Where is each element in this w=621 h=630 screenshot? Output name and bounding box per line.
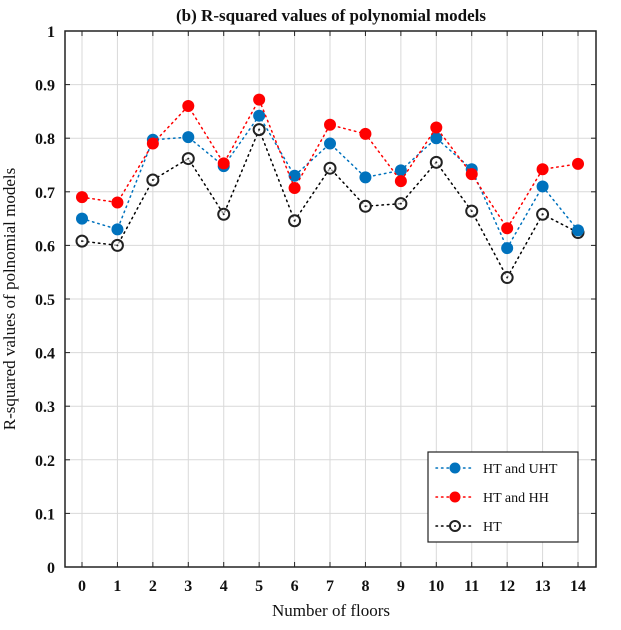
data-point-center: [222, 213, 225, 216]
y-tick-label: 0.8: [35, 131, 55, 148]
data-point: [76, 191, 88, 204]
legend-entry: HT and HH: [435, 491, 549, 506]
data-point-center: [435, 161, 438, 164]
y-tick-label: 0.7: [35, 185, 55, 202]
series-ht-and-hh: [76, 93, 585, 235]
data-point-center: [258, 128, 261, 131]
y-tick-label: 0.3: [35, 399, 55, 416]
data-point-center: [151, 179, 154, 182]
data-point: [111, 196, 124, 209]
data-point: [253, 93, 266, 106]
x-tick-label: 7: [326, 578, 334, 595]
x-tick-label: 12: [499, 578, 515, 595]
data-point: [324, 118, 337, 131]
chart-title: (b) R-squared values of polynomial model…: [176, 6, 486, 25]
x-axis: 0 1 2 3 4 5 6 7 8 9 10 11 12 13 14: [78, 31, 586, 595]
legend-label: HT: [483, 520, 502, 535]
y-tick-label: 0.1: [35, 506, 55, 523]
x-tick-label: 1: [113, 578, 121, 595]
y-tick-label: 0.2: [35, 453, 55, 470]
data-point-center: [364, 205, 367, 208]
data-point: [288, 182, 301, 195]
x-tick-label: 8: [361, 578, 369, 595]
x-tick-label: 10: [428, 578, 444, 595]
data-point: [394, 164, 407, 177]
data-point: [217, 157, 230, 170]
series-group: [75, 93, 585, 285]
x-tick-label: 13: [535, 578, 551, 595]
data-point-center: [293, 219, 296, 222]
data-point: [430, 132, 443, 145]
data-point-center: [399, 202, 402, 205]
y-tick-label: 0.5: [35, 292, 55, 309]
data-point: [288, 169, 301, 182]
data-point: [182, 131, 195, 144]
x-tick-label: 14: [570, 578, 586, 595]
series-line: [81, 114, 579, 250]
legend-marker-center: [454, 525, 456, 527]
data-point-center: [116, 244, 119, 247]
legend: HT and UHT HT and HH HT: [427, 451, 579, 543]
x-tick-label: 6: [291, 578, 299, 595]
legend-label: HT and HH: [483, 491, 549, 506]
data-point: [146, 137, 159, 150]
y-axis: 0 0.1 0.2 0.3 0.4 0.5 0.6 0.7 0.8 0.9 1: [35, 24, 596, 577]
series-ht: [75, 123, 585, 285]
data-point: [394, 175, 407, 188]
data-point-center: [329, 167, 332, 170]
y-tick-label: 0.4: [35, 346, 55, 363]
data-point: [465, 168, 478, 181]
y-tick-label: 1: [47, 24, 55, 41]
x-tick-label: 9: [397, 578, 405, 595]
legend-entry: HT: [435, 520, 502, 535]
y-tick-label: 0.9: [35, 78, 55, 95]
data-point: [359, 171, 372, 184]
data-point-center: [541, 213, 544, 216]
y-axis-label: R-squared values of polnomial models: [0, 168, 19, 431]
legend-marker: [449, 491, 461, 503]
data-point: [572, 157, 585, 170]
data-point-center: [187, 157, 190, 160]
data-point-center: [506, 276, 509, 279]
x-tick-label: 3: [184, 578, 192, 595]
x-tick-label: 2: [149, 578, 157, 595]
x-axis-label: Number of floors: [272, 601, 390, 620]
legend-entry: HT and UHT: [435, 462, 558, 477]
data-point: [76, 212, 88, 225]
data-point: [359, 127, 372, 140]
series-line: [81, 97, 579, 230]
series-ht-and-uht: [76, 109, 585, 255]
data-point: [430, 121, 443, 134]
y-tick-label: 0.6: [35, 238, 55, 255]
x-tick-label: 5: [255, 578, 263, 595]
data-point-center: [81, 240, 83, 243]
x-tick-label: 0: [78, 578, 86, 595]
x-tick-label: 4: [220, 578, 228, 595]
data-point: [572, 224, 585, 237]
x-tick-label: 11: [464, 578, 479, 595]
data-point: [111, 223, 124, 236]
y-tick-label: 0: [47, 560, 55, 577]
data-point: [324, 137, 337, 150]
data-point: [501, 242, 514, 255]
data-point-center: [470, 210, 473, 213]
plot-frame: [64, 30, 597, 568]
legend-marker: [449, 462, 461, 474]
data-point: [536, 180, 549, 193]
legend-label: HT and UHT: [483, 462, 558, 477]
data-point: [536, 163, 549, 176]
data-point: [253, 109, 266, 122]
data-point: [182, 100, 195, 113]
data-point: [501, 222, 514, 235]
